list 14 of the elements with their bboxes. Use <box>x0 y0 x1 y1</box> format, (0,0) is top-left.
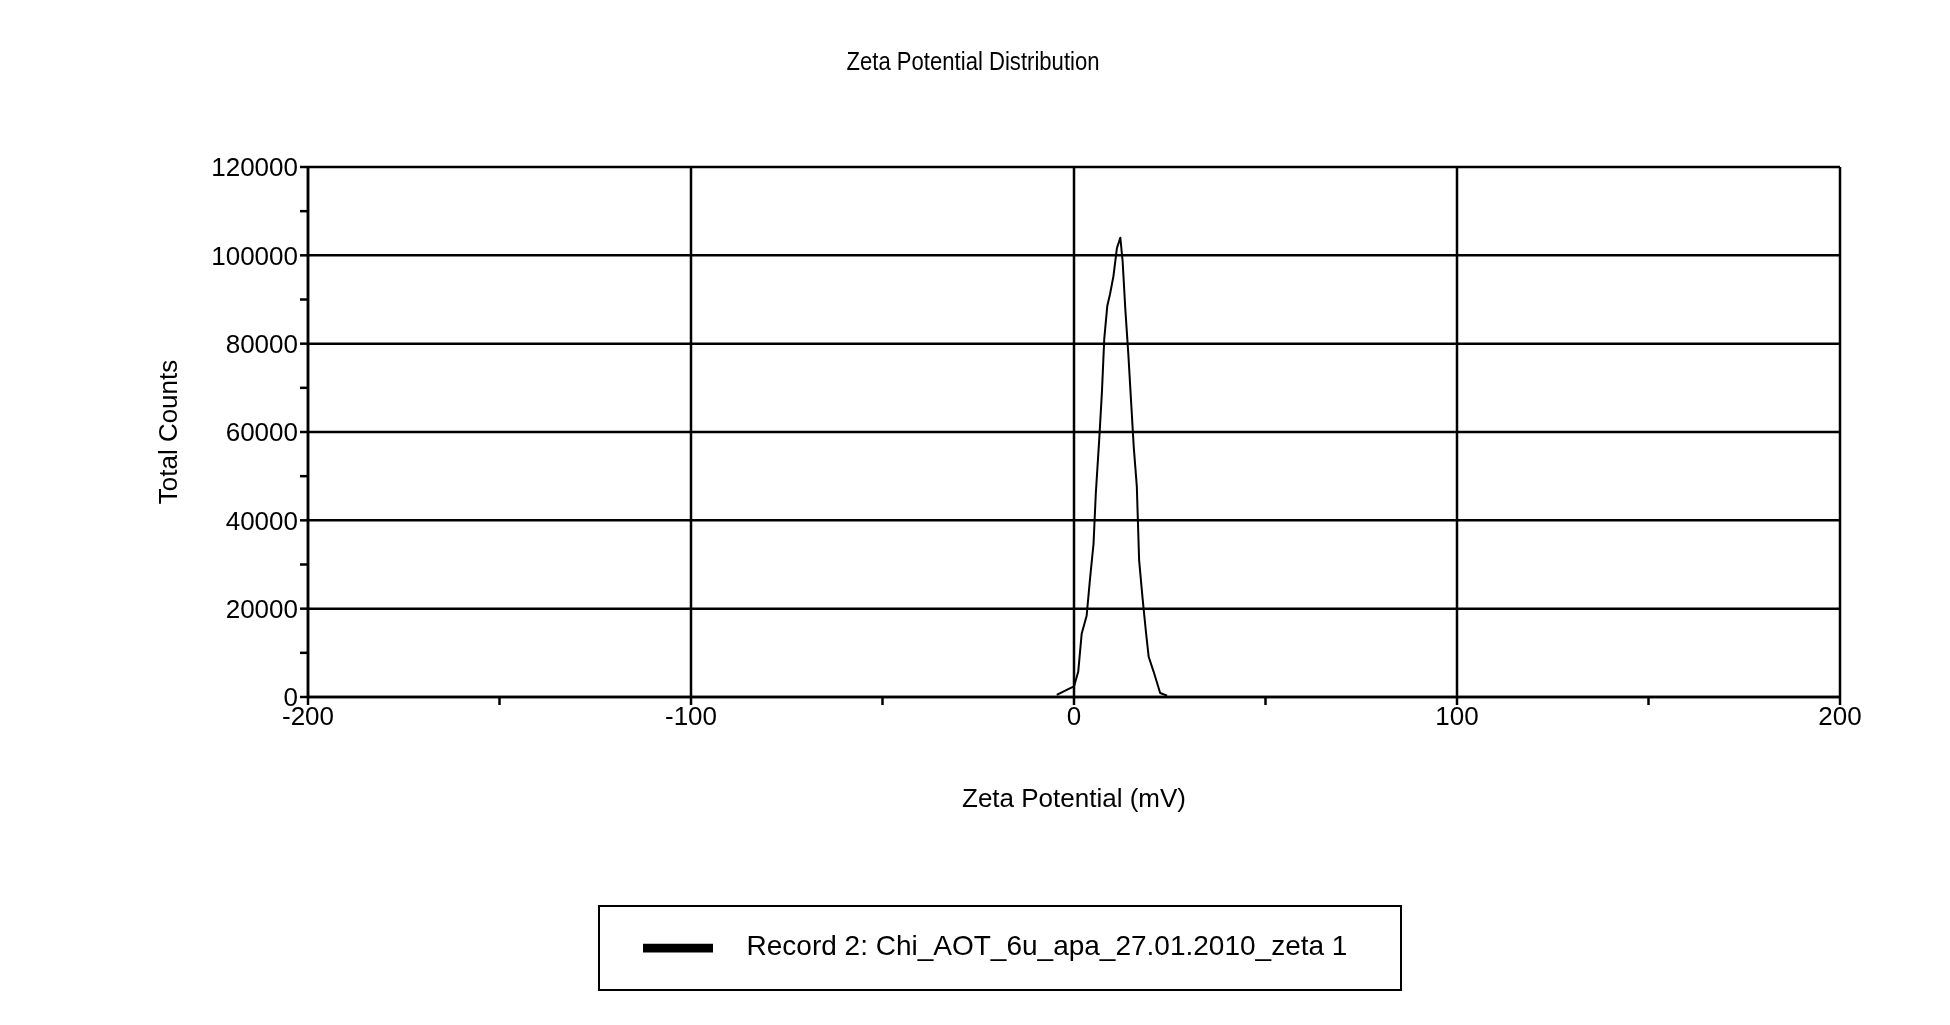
y-tick-label: 20000 <box>225 593 298 624</box>
y-tick-label: 120000 <box>211 152 298 183</box>
x-tick-label: 100 <box>1435 701 1479 732</box>
legend-label: Record 2: Chi_AOT_6u_apa_27.01.2010_zeta 1 <box>746 930 1348 962</box>
x-axis-title: Zeta Potential (mV) <box>962 783 1186 813</box>
x-tick-label: -100 <box>664 701 718 732</box>
x-tick-label: 200 <box>1818 701 1862 732</box>
x-tick-label: 0 <box>1066 701 1082 732</box>
y-tick-label: 80000 <box>225 328 298 359</box>
y-axis-title: Total Counts <box>153 359 184 505</box>
y-tick-label: 100000 <box>211 240 298 271</box>
chart-title: Zeta Potential Distribution <box>845 46 1101 77</box>
y-tick-label: 40000 <box>225 505 298 536</box>
y-tick-label: 60000 <box>225 417 298 448</box>
